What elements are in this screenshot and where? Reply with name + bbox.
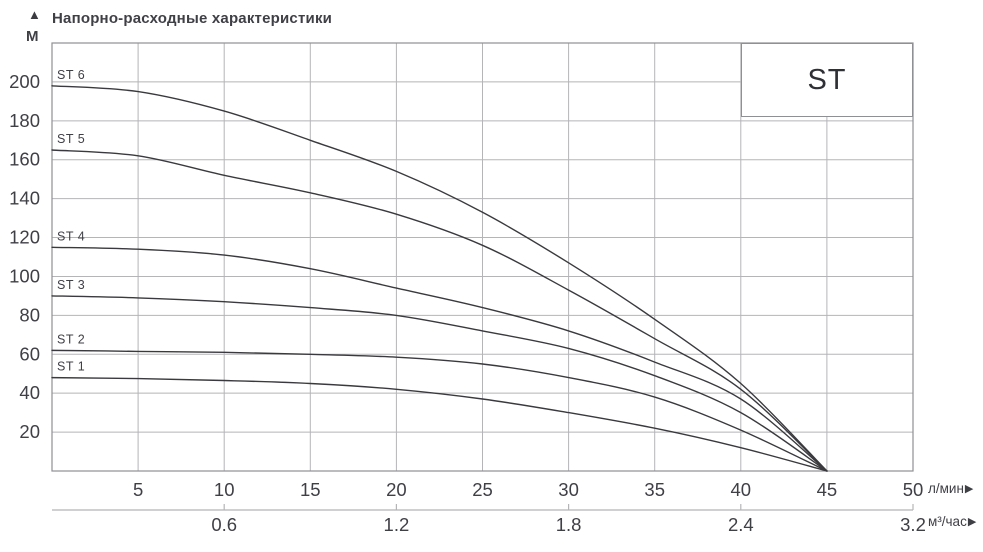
x-tick-label-10: 10 — [214, 479, 235, 500]
x2-tick-label-3.2: 3.2 — [900, 514, 926, 535]
curve-label-st4: ST 4 — [57, 229, 85, 243]
x-axis-unit-primary-text: л/мин — [928, 481, 964, 496]
x-tick-label-50: 50 — [903, 479, 924, 500]
x-tick-label-15: 15 — [300, 479, 321, 500]
y-tick-label-200: 200 — [9, 71, 40, 92]
curve-st1 — [51, 376, 828, 472]
curve-label-st6: ST 6 — [57, 68, 85, 82]
x-axis-right-arrow-icon: ▶ — [967, 516, 977, 528]
y-tick-label-60: 60 — [19, 343, 40, 364]
curve-st5 — [51, 149, 828, 472]
x-axis-right-arrow-icon: ▶ — [964, 483, 974, 495]
y-tick-label-160: 160 — [9, 149, 40, 170]
x-axis-unit-secondary: м³/час▶ — [928, 514, 976, 529]
curve-label-st5: ST 5 — [57, 132, 85, 146]
y-tick-label-20: 20 — [19, 421, 40, 442]
y-tick-label-180: 180 — [9, 110, 40, 131]
x-tick-label-35: 35 — [644, 479, 665, 500]
y-axis-up-arrow-icon: ▲ — [28, 7, 41, 22]
x-tick-label-20: 20 — [386, 479, 407, 500]
x-tick-label-25: 25 — [472, 479, 493, 500]
curve-st2 — [51, 349, 828, 472]
curve-st3 — [51, 295, 828, 472]
x2-tick-label-1.2: 1.2 — [384, 514, 410, 535]
series-family-label: ST — [807, 63, 847, 96]
x2-tick-label-0.6: 0.6 — [211, 514, 237, 535]
curve-label-st1: ST 1 — [57, 360, 85, 374]
curve-st6 — [51, 85, 828, 472]
y-tick-label-120: 120 — [9, 227, 40, 248]
x-tick-label-30: 30 — [558, 479, 579, 500]
x-tick-label-45: 45 — [817, 479, 838, 500]
x2-tick-label-1.8: 1.8 — [556, 514, 582, 535]
x2-tick-label-2.4: 2.4 — [728, 514, 754, 535]
y-tick-label-80: 80 — [19, 304, 40, 325]
y-axis-unit-label: М — [26, 28, 39, 45]
plot-border — [51, 42, 914, 472]
y-tick-label-140: 140 — [9, 188, 40, 209]
curve-label-st3: ST 3 — [57, 278, 85, 292]
y-tick-label-40: 40 — [19, 382, 40, 403]
x-axis-unit-secondary-text: м³/час — [928, 514, 967, 529]
y-tick-label-100: 100 — [9, 265, 40, 286]
chart-title: Напорно-расходные характеристики — [52, 10, 333, 27]
x-tick-label-5: 5 — [133, 479, 143, 500]
x-tick-label-40: 40 — [731, 479, 752, 500]
x-axis-unit-primary: л/мин▶ — [928, 481, 973, 496]
series-family-legend: ST — [741, 43, 913, 117]
curve-st4 — [51, 246, 828, 472]
curve-label-st2: ST 2 — [57, 332, 85, 346]
